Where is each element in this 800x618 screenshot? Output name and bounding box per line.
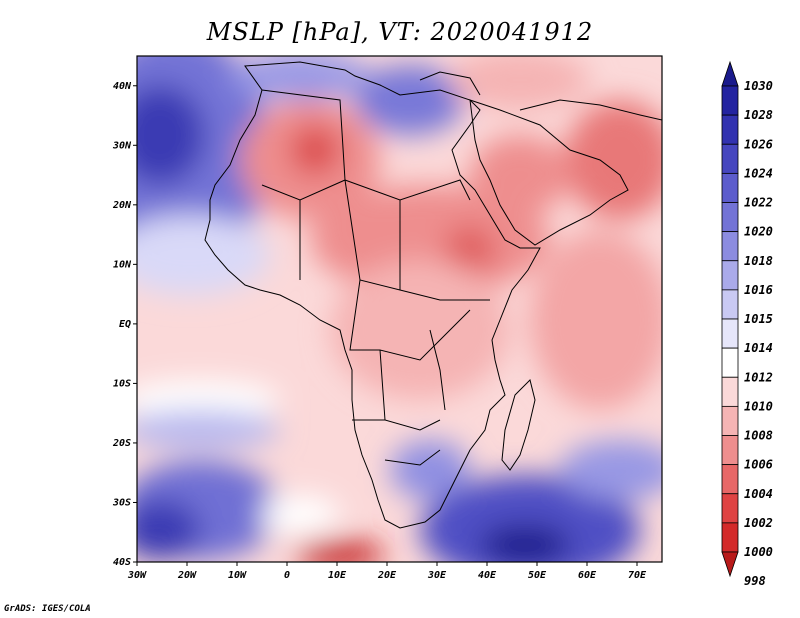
lat-tick-label: 10S <box>113 378 131 389</box>
lon-tick-label: 30E <box>427 570 447 581</box>
lon-tick-label: 0 <box>284 570 290 581</box>
colorbar-swatch <box>721 405 739 436</box>
colorbar-swatch <box>721 493 739 524</box>
axis-tick-marks <box>133 85 638 566</box>
colorbar-swatch <box>721 231 739 262</box>
lat-tick-label: 40S <box>113 557 131 568</box>
colorbar-level-label: 1010 <box>744 399 773 413</box>
lat-tick-label: 30N <box>112 140 132 151</box>
colorbar-bottom-arrow <box>721 551 739 578</box>
lon-tick-label: 40E <box>478 570 497 581</box>
colorbar-level-label: 1000 <box>744 545 773 559</box>
colorbar-swatch <box>721 464 739 495</box>
lat-tick-label: 20S <box>112 438 131 449</box>
lat-tick-label: 30S <box>112 497 131 508</box>
colorbar-level-label: 1024 <box>744 166 773 180</box>
colorbar-level-label: 1016 <box>744 283 773 297</box>
lon-tick-label: 20E <box>377 570 397 581</box>
colorbar-level-label: 1014 <box>744 341 773 355</box>
lon-tick-label: 10E <box>328 570 347 581</box>
colorbar-level-label: 1015 <box>744 312 773 326</box>
lat-tick-label: 20N <box>112 200 132 211</box>
colorbar-swatch <box>721 114 739 145</box>
colorbar-swatch <box>721 435 739 466</box>
lon-tick-label: 50E <box>528 570 547 581</box>
colorbar-level-label: 1028 <box>744 108 773 122</box>
colorbar-level-label: 1030 <box>744 79 773 93</box>
map-title: MSLP [hPa], VT: 2020041912 <box>206 18 594 46</box>
colorbar-level-label: 998 <box>744 574 766 588</box>
colorbar-level-label: 1002 <box>744 516 773 530</box>
lon-tick-label: 20W <box>177 570 197 581</box>
colorbar-swatch <box>721 376 739 407</box>
lat-tick-label: 40N <box>113 81 132 92</box>
colorbar-level-label: 1008 <box>744 429 773 443</box>
lat-tick-label: 10N <box>113 259 132 270</box>
colorbar-swatch <box>721 347 739 378</box>
lon-tick-label: 60E <box>578 570 597 581</box>
coastlines-and-borders <box>204 61 662 529</box>
colorbar-labels: 1030 1028 1026 1024 1022 1020 1018 1016 1015 1014… <box>744 79 773 588</box>
pressure-field <box>137 56 662 562</box>
colorbar-swatch <box>721 289 739 320</box>
colorbar-level-label: 1022 <box>744 196 773 210</box>
colorbar-swatch <box>721 522 739 553</box>
plot-frame <box>136 55 663 563</box>
colorbar-swatch <box>721 202 739 233</box>
colorbar-level-label: 1004 <box>744 487 773 501</box>
lon-tick-label: 70E <box>628 570 647 581</box>
colorbar-level-label: 1026 <box>744 137 773 151</box>
colorbar <box>721 60 739 578</box>
lat-tick-label: EQ <box>119 319 131 330</box>
lon-tick-label: 30W <box>127 570 147 581</box>
lon-tick-label: 10W <box>228 570 247 581</box>
colorbar-swatch <box>721 85 739 116</box>
axis-labels: 30W 20W 10W 0 10E 20E 30E 40E 50E 60E 70E 40N 30N 20N… <box>112 81 647 581</box>
grads-credit: GrADS: IGES/COLA <box>4 604 91 614</box>
colorbar-level-label: 1020 <box>744 225 773 239</box>
colorbar-swatch <box>721 172 739 203</box>
colorbar-swatch <box>721 143 739 174</box>
colorbar-level-label: 1018 <box>744 254 773 268</box>
colorbar-level-label: 1012 <box>744 370 773 384</box>
colorbar-top-arrow <box>721 60 739 87</box>
colorbar-swatch <box>721 260 739 291</box>
colorbar-swatch <box>721 318 739 349</box>
colorbar-level-label: 1006 <box>744 458 773 472</box>
